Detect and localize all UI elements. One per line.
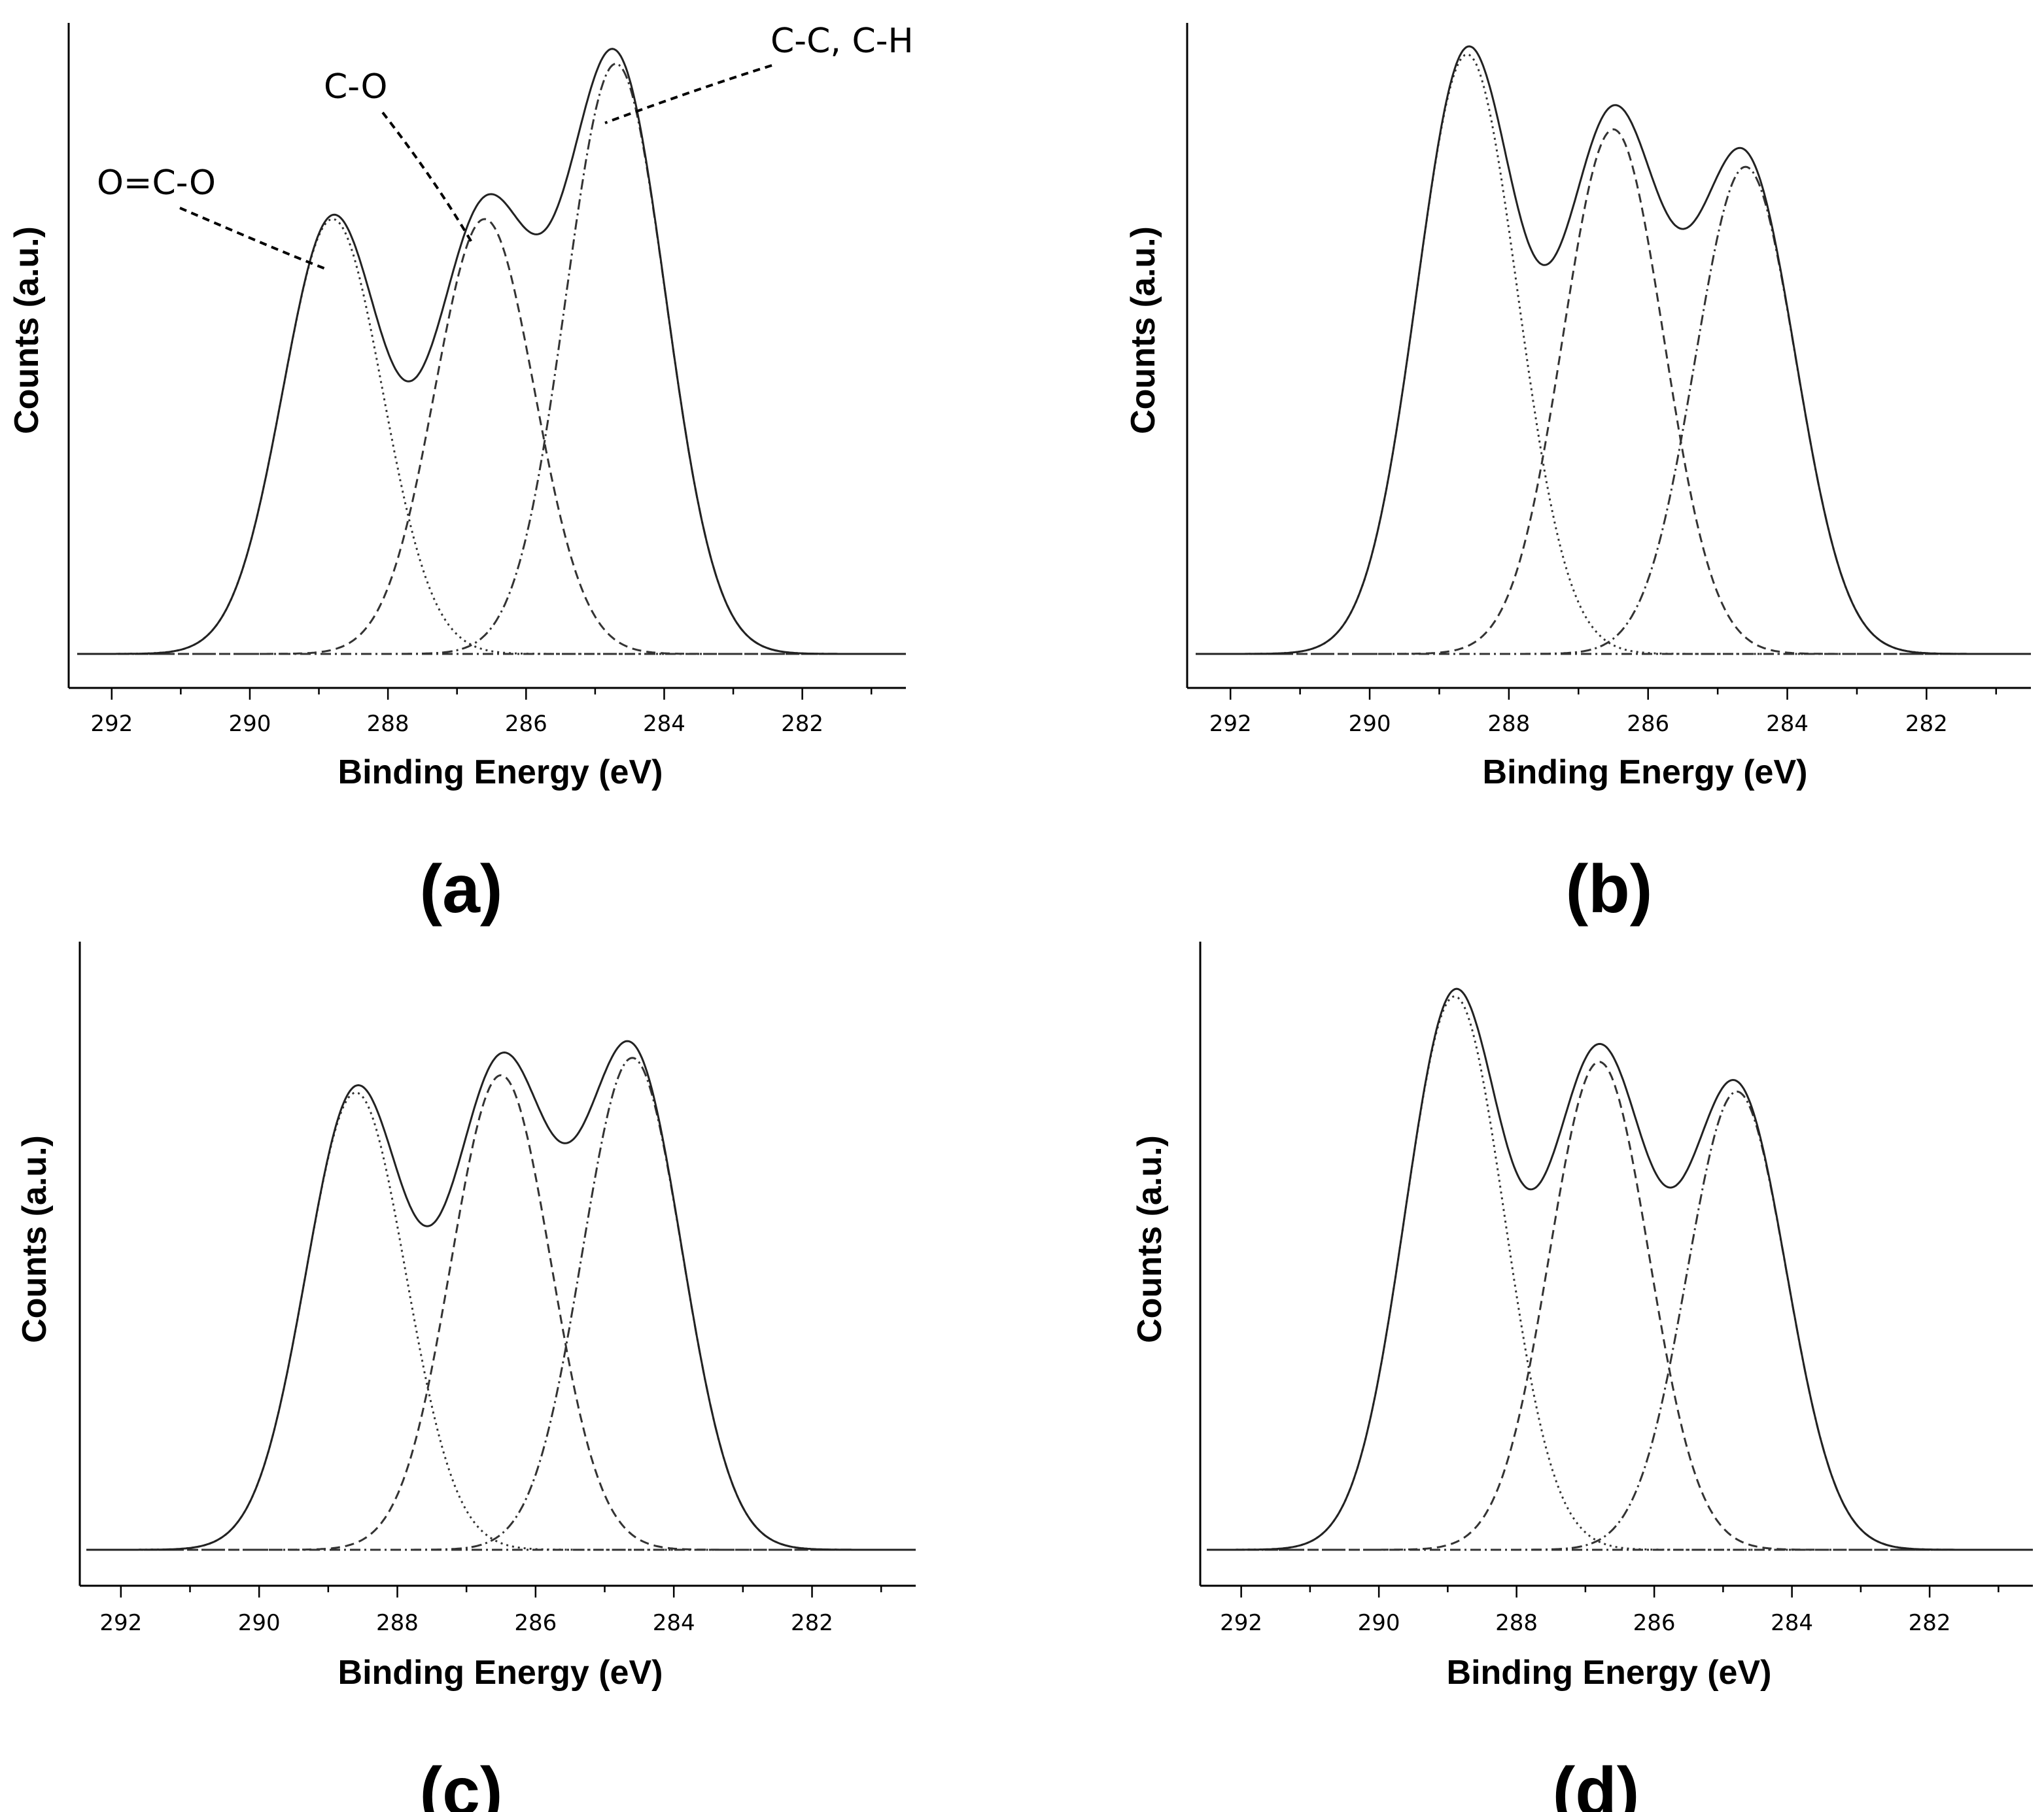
panel-label: (c) <box>419 1754 502 1812</box>
y-axis-title: Counts (a.u.) <box>8 226 46 434</box>
chart-panel-a: 292 290 288 286 284 282 Binding Energy (eV) C… <box>8 22 914 927</box>
x-axis-title: Binding Energy (eV) <box>1483 753 1808 791</box>
plot-area: 292 290 288 286 284 282 <box>1186 23 2031 737</box>
component-curve-c-o <box>77 218 906 655</box>
annotation-cc-ch: C-C, C-H <box>604 22 914 124</box>
x-tick-label: 284 <box>1766 711 1809 737</box>
x-tick-label: 292 <box>90 711 133 737</box>
component-curve-c-c-c-h <box>77 62 906 655</box>
chart-panel-b: 292 290 288 286 284 282 Binding Energy (eV) C… <box>1124 23 2031 927</box>
chart-panel-c: 292 290 288 286 284 282 Binding Energy (eV) C… <box>16 942 916 1812</box>
x-tick-label: 282 <box>781 711 823 737</box>
x-tick-label: 288 <box>367 711 409 737</box>
x-tick-label: 290 <box>229 711 271 737</box>
component-curve-c-c-c-h <box>86 1057 916 1551</box>
x-tick-label: 286 <box>1627 711 1669 737</box>
component-curve-o-c-o <box>1196 53 2031 655</box>
annotation-oco-label: O=C-O <box>97 163 216 203</box>
chart-panel-d: 292 290 288 286 284 282 Binding Energy (eV) C… <box>1131 942 2033 1812</box>
envelope-curve <box>77 48 906 655</box>
y-axis-title: Counts (a.u.) <box>1124 226 1162 434</box>
x-axis-title: Binding Energy (eV) <box>1447 1654 1772 1692</box>
plot-area: 292 290 288 286 284 282 <box>78 942 916 1636</box>
x-axis-title: Binding Energy (eV) <box>338 1654 663 1692</box>
x-tick-label: 282 <box>1909 1610 1951 1636</box>
annotation-co: C-O <box>324 67 474 245</box>
x-tick-label: 290 <box>1358 1610 1400 1636</box>
x-tick-label: 284 <box>653 1610 695 1636</box>
x-tick-label: 292 <box>99 1610 142 1636</box>
panel-label: (b) <box>1566 851 1653 927</box>
y-axis-title: Counts (a.u.) <box>1131 1135 1169 1343</box>
panel-label: (a) <box>419 851 502 927</box>
envelope-curve <box>1196 45 2031 655</box>
x-tick-label: 282 <box>1905 711 1948 737</box>
x-tick-label: 290 <box>238 1610 281 1636</box>
x-tick-label: 288 <box>1495 1610 1538 1636</box>
x-tick-label: 288 <box>1487 711 1530 737</box>
x-tick-label: 284 <box>643 711 685 737</box>
component-curve-o-c-o <box>1207 995 2033 1551</box>
component-curve-c-o <box>86 1074 916 1551</box>
annotation-oco-leader <box>179 207 328 271</box>
component-curve-o-c-o <box>86 1091 916 1551</box>
plot-area: 292 290 288 286 284 282 <box>1199 942 2033 1636</box>
x-tick-label: 292 <box>1209 711 1252 737</box>
x-tick-label: 290 <box>1349 711 1391 737</box>
envelope-curve <box>86 1040 916 1551</box>
annotation-co-label: C-O <box>324 67 387 107</box>
component-curve-c-c-c-h <box>1196 165 2031 655</box>
x-axis-title: Binding Energy (eV) <box>338 753 663 791</box>
x-tick-label: 284 <box>1771 1610 1813 1636</box>
component-curve-c-o <box>1207 1061 2033 1551</box>
x-tick-label: 288 <box>376 1610 419 1636</box>
plot-area: 292 290 288 286 284 282 <box>67 23 906 737</box>
component-curve-c-c-c-h <box>1207 1090 2033 1551</box>
annotation-co-leader <box>381 111 474 245</box>
y-axis-title: Counts (a.u.) <box>16 1135 54 1343</box>
x-tick-label: 286 <box>514 1610 557 1636</box>
x-tick-label: 292 <box>1220 1610 1262 1636</box>
x-tick-label: 286 <box>1633 1610 1676 1636</box>
component-curve-c-o <box>1196 128 2031 655</box>
component-curve-o-c-o <box>77 218 906 655</box>
envelope-curve <box>1207 987 2033 1551</box>
x-tick-label: 286 <box>505 711 547 737</box>
x-tick-label: 282 <box>791 1610 833 1636</box>
panel-label: (d) <box>1553 1754 1640 1812</box>
annotation-cc-ch-leader <box>604 64 772 124</box>
annotation-cc-ch-label: C-C, C-H <box>771 22 914 61</box>
annotation-oco: O=C-O <box>97 163 328 271</box>
